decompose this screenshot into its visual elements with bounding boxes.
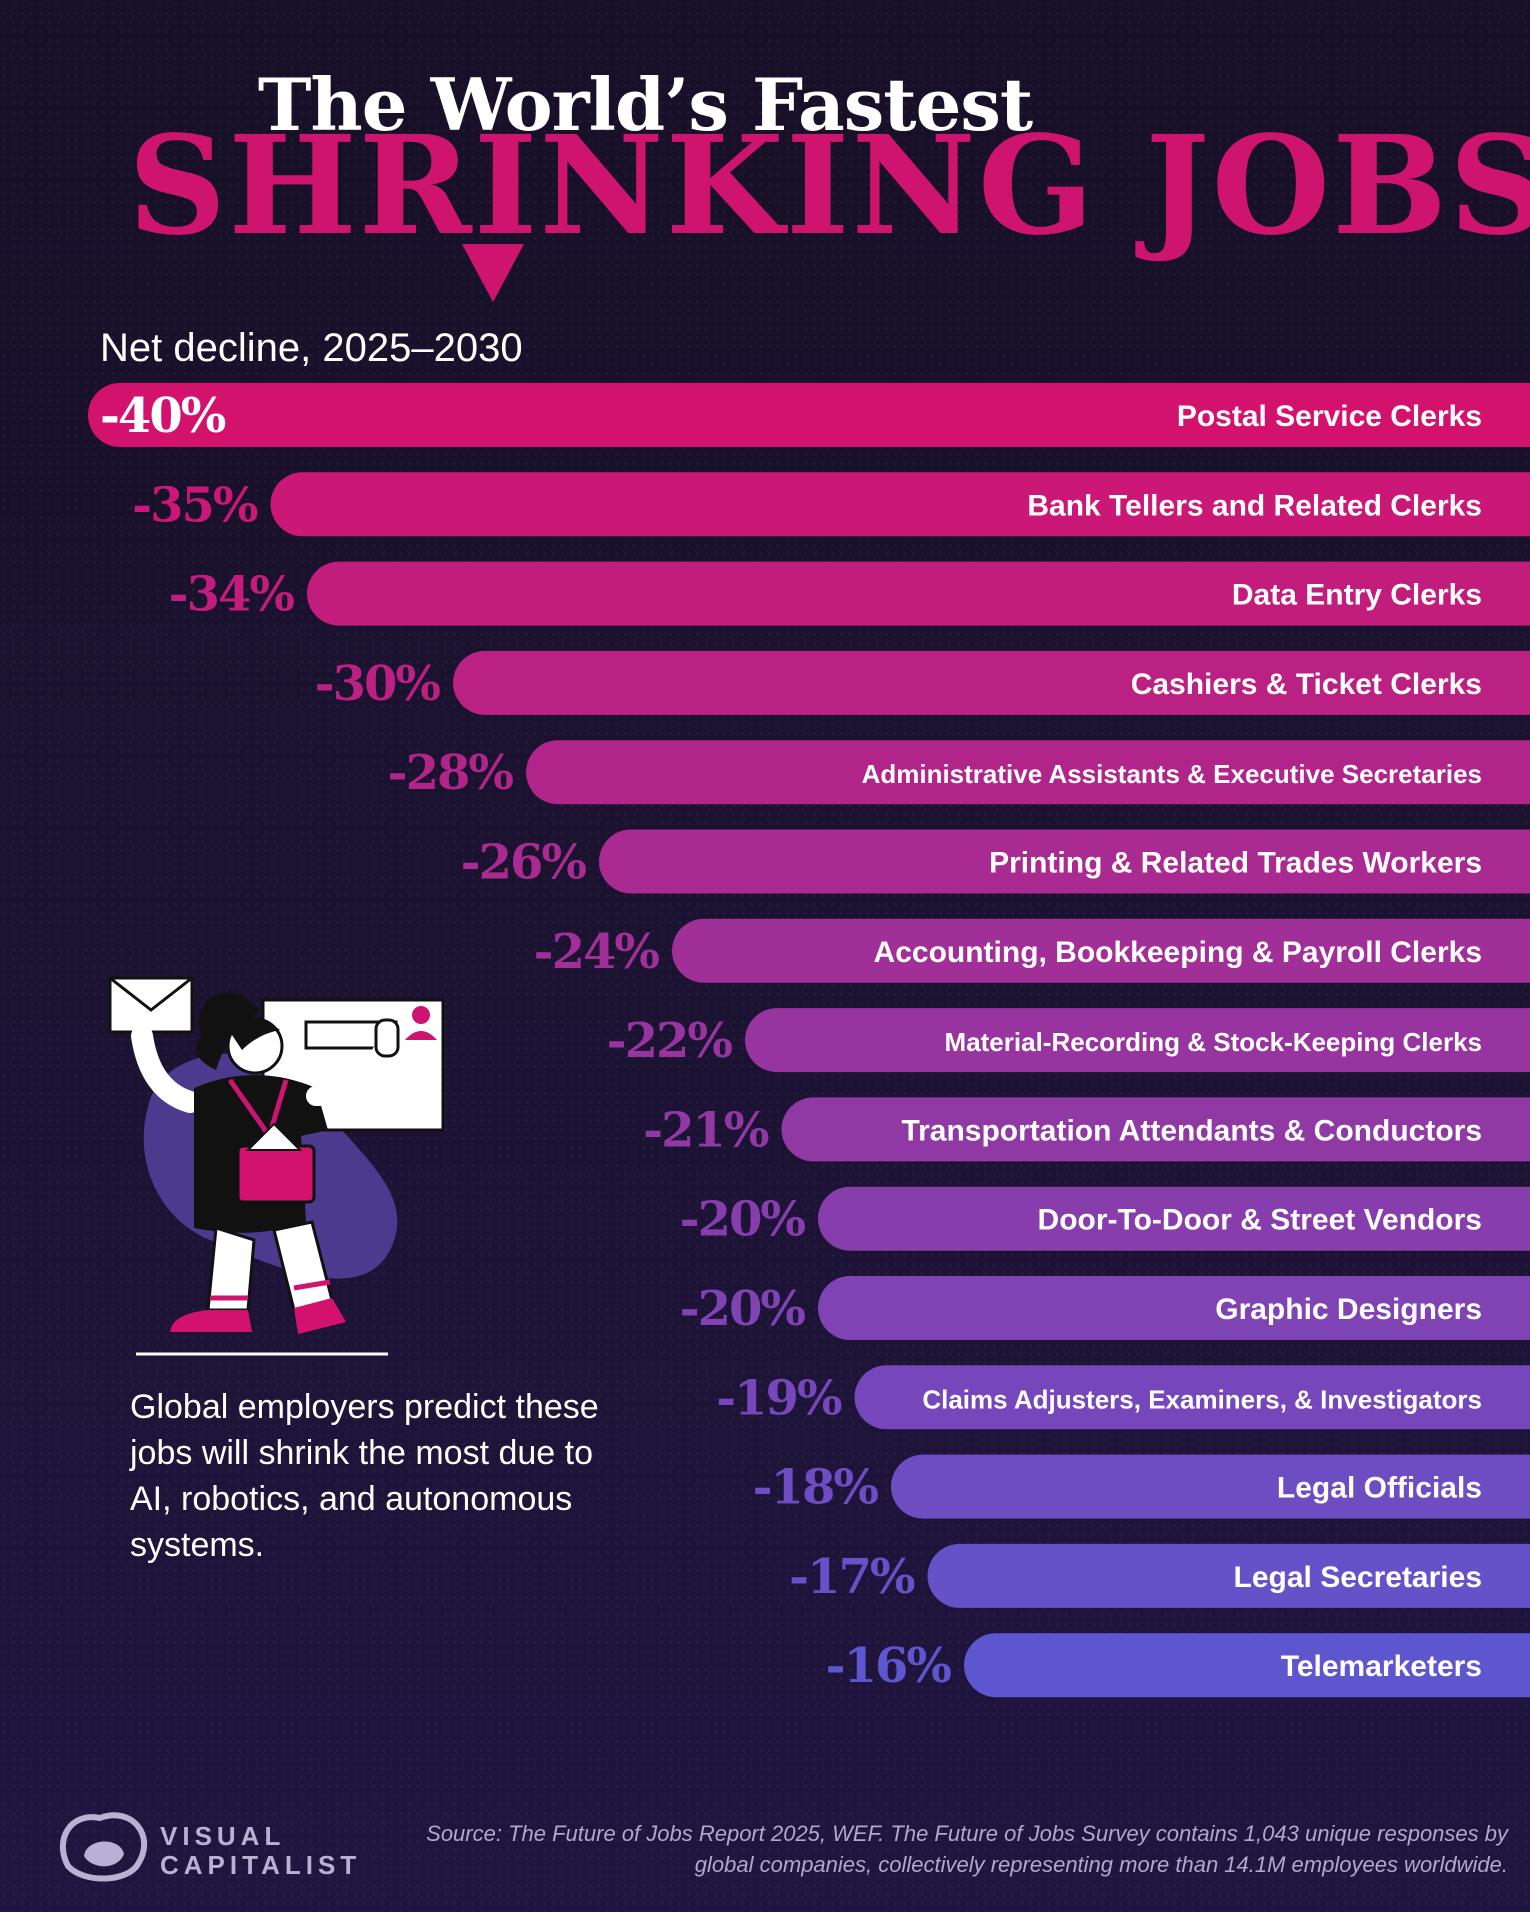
value-label-5: -28% [388,745,514,801]
bar-4 [453,650,1530,715]
value-label-6: -26% [461,835,587,891]
value-label-3: -34% [169,567,295,623]
value-label-7: -24% [534,924,660,980]
bar-label-6: Printing & Related Trades Workers [989,847,1482,880]
bar-label-5: Administrative Assistants & Executive Se… [862,759,1482,789]
bar-label-1: Postal Service Clerks [1177,400,1482,433]
mail-clerk-illustration [108,976,445,1356]
bar-label-7: Accounting, Bookkeeping & Payroll Clerks [874,936,1482,969]
down-arrow-icon [462,244,524,302]
bar-label-3: Data Entry Clerks [1232,579,1482,612]
bar-label-9: Transportation Attendants & Conductors [901,1114,1482,1147]
brand-line-2: CAPITALIST [160,1850,362,1880]
value-label-12: -19% [716,1370,842,1426]
value-label-10: -20% [680,1192,806,1248]
bar-10 [818,1186,1530,1251]
value-label-2: -35% [132,477,258,533]
bar-label-13: Legal Officials [1277,1472,1482,1505]
bar-5 [526,740,1530,805]
bar-chart: Postal Service Clerks -40% Bank Tellers an… [88,383,1530,1698]
bar-label-15: Telemarketers [1281,1650,1482,1683]
value-label-8: -22% [607,1013,733,1069]
bar-1 [88,383,1530,447]
bar-9 [781,1097,1530,1162]
visual-capitalist-logo [60,1812,148,1882]
bar-label-8: Material-Recording & Stock-Keeping Clerk… [945,1027,1482,1057]
brand-name: VISUAL CAPITALIST [160,1822,361,1880]
value-label-13: -18% [753,1460,879,1516]
bar-label-4: Cashiers & Ticket Clerks [1131,668,1482,701]
bar-label-12: Claims Adjusters, Examiners, & Investiga… [922,1384,1482,1414]
value-label-11: -20% [680,1281,806,1337]
bar-label-14: Legal Secretaries [1234,1561,1482,1594]
bar-label-10: Door-To-Door & Street Vendors [1038,1204,1482,1237]
source-note: Source: The Future of Jobs Report 2025, … [426,1821,1508,1877]
caption-text: Global employers predict these jobs will… [130,1388,599,1564]
bar-label-2: Bank Tellers and Related Clerks [1027,489,1482,522]
value-label-9: -21% [643,1102,769,1158]
bar-13 [891,1454,1530,1519]
bar-label-11: Graphic Designers [1215,1293,1482,1326]
bar-2 [270,472,1530,537]
title-line-2: SHRINKING JOBS [128,106,1530,266]
title-line-1: The World’s Fastest [257,62,1033,147]
value-label-14: -17% [789,1549,915,1605]
bar-15 [964,1633,1530,1698]
bar-6 [599,829,1530,894]
chart-subtitle: Net decline, 2025–2030 [100,326,523,370]
value-label-15: -16% [826,1638,952,1694]
value-label-4: -30% [315,656,441,712]
bar-14 [927,1543,1530,1608]
bar-7 [672,918,1530,983]
value-label-1: -40% [100,388,226,444]
brand-line-1: VISUAL [160,1821,286,1851]
bar-12 [854,1365,1530,1430]
bar-3 [307,561,1530,626]
bar-8 [745,1008,1530,1073]
bar-11 [818,1276,1530,1340]
